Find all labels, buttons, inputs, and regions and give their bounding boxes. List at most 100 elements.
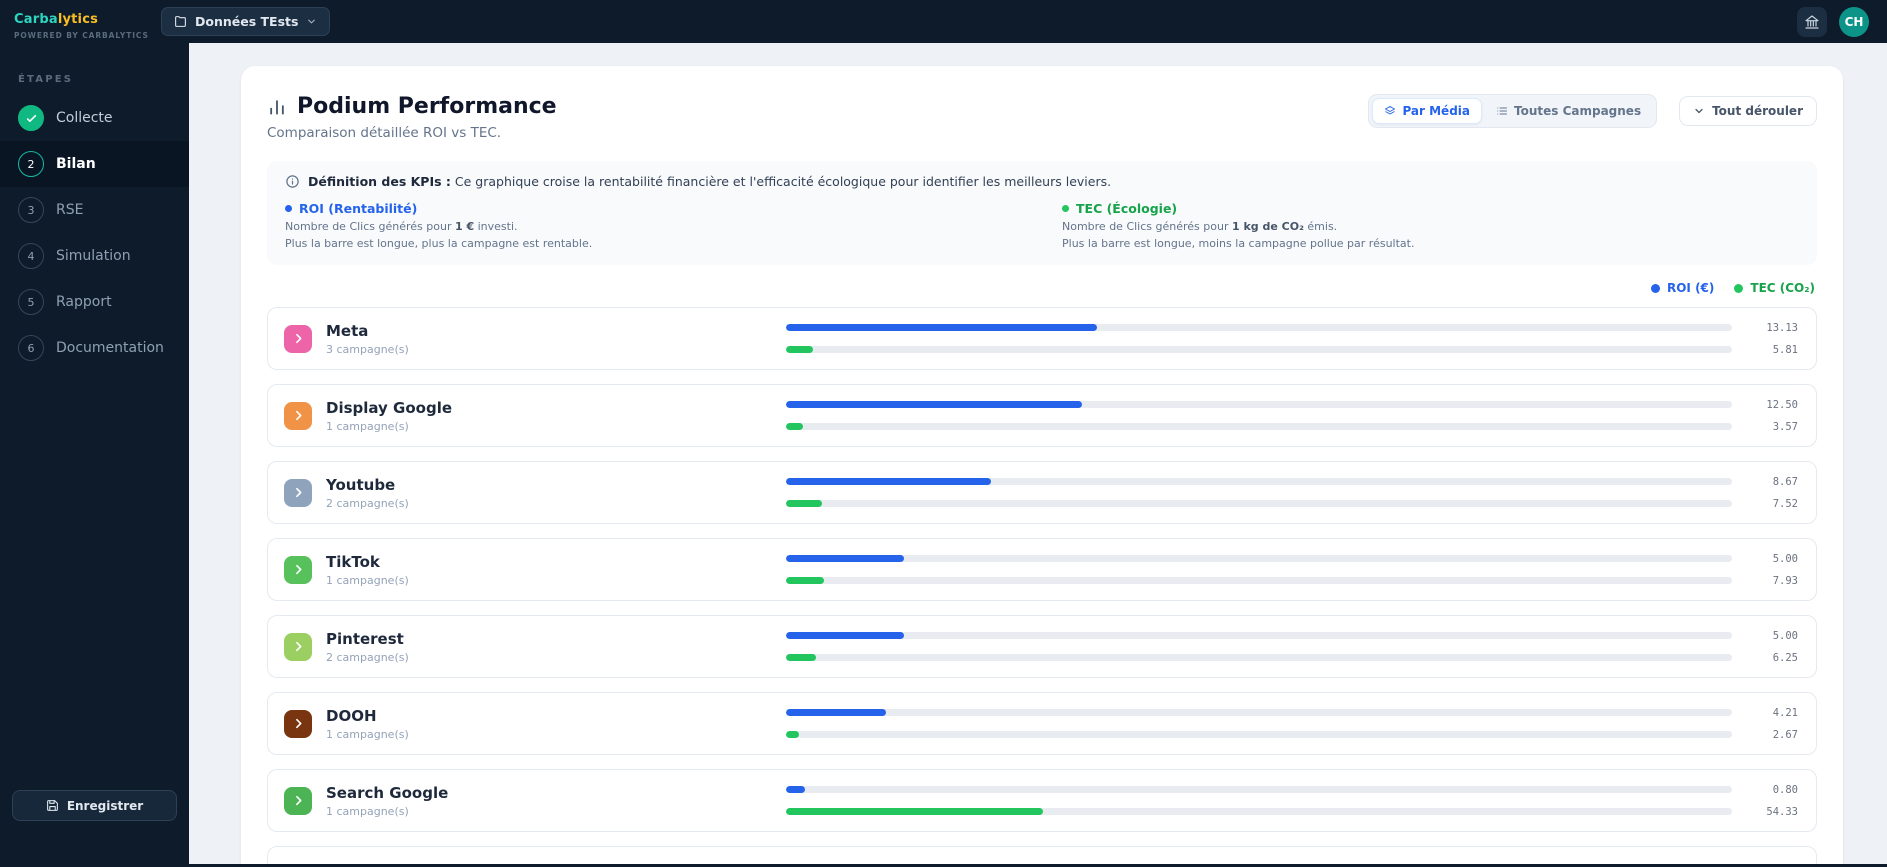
- save-button-label: Enregistrer: [66, 798, 144, 813]
- media-expand-badge[interactable]: [284, 401, 312, 430]
- media-bars: 0.80 54.33: [786, 784, 1798, 818]
- step-number: 6: [27, 341, 35, 355]
- step-badge: 1: [18, 105, 44, 131]
- media-bars: 12.50 3.57: [786, 399, 1798, 433]
- tec-bar: [786, 731, 799, 738]
- media-name: DOOH: [326, 706, 377, 725]
- roi-value: 4.21: [1772, 706, 1798, 719]
- brand-logo: Carbalytics: [0, 0, 189, 27]
- dataset-selector-button[interactable]: Données TEsts: [161, 7, 331, 36]
- sidebar-step[interactable]: 3 RSE: [0, 187, 189, 233]
- media-row[interactable]: Display Google 1 campagne(s) 12.50 3.57: [267, 384, 1817, 447]
- save-button[interactable]: Enregistrer: [12, 790, 177, 821]
- organization-button[interactable]: [1797, 6, 1827, 37]
- content-area: Podium Performance Comparaison détaillée…: [189, 43, 1887, 867]
- step-number: 4: [27, 249, 35, 263]
- step-label: RSE: [56, 202, 84, 218]
- roi-value: 12.50: [1766, 398, 1798, 411]
- kpi-roi-line2: Plus la barre est longue, plus la campag…: [285, 237, 593, 250]
- tec-bar-track: [786, 577, 1732, 584]
- chevron-right-icon: [295, 487, 301, 498]
- toggle-par-media-button[interactable]: Par Média: [1372, 98, 1482, 124]
- chart-legend: ROI (€) TEC (CO₂): [269, 281, 1815, 295]
- media-name: Pinterest: [326, 629, 404, 648]
- chevron-right-icon: [295, 718, 301, 729]
- viewport-bottom-edge: [0, 864, 1887, 867]
- media-row[interactable]: Meta 3 campagne(s) 13.13 5.81: [267, 307, 1817, 370]
- roi-value: 0.80: [1772, 783, 1798, 796]
- tec-bar: [786, 808, 1043, 815]
- media-expand-badge[interactable]: [284, 709, 312, 738]
- roi-bar: [786, 324, 1097, 331]
- legend-tec-label: TEC (CO₂): [1750, 281, 1815, 295]
- roi-dot-icon: [285, 205, 292, 212]
- brand-logo-part1: Carba: [14, 12, 58, 27]
- media-row[interactable]: Search Google 1 campagne(s) 0.80 54.33: [267, 769, 1817, 832]
- media-expand-badge[interactable]: [284, 632, 312, 661]
- sidebar: Carbalytics POWERED BY CARBALYTICS ÉTAPE…: [0, 0, 189, 867]
- roi-bar: [786, 555, 905, 562]
- media-row[interactable]: TikTok 1 campagne(s) 5.00 7.93: [267, 538, 1817, 601]
- media-row[interactable]: Youtube 2 campagne(s) 8.67 7.52: [267, 461, 1817, 524]
- step-badge: 5: [18, 289, 44, 315]
- toggle-toutes-campagnes-label: Toutes Campagnes: [1514, 104, 1642, 118]
- tec-bar: [786, 577, 824, 584]
- powered-by-label: POWERED BY CARBALYTICS: [14, 31, 149, 40]
- media-name: TikTok: [326, 552, 380, 571]
- tec-bar-track: [786, 731, 1732, 738]
- tec-value: 54.33: [1766, 805, 1798, 818]
- toggle-toutes-campagnes-button[interactable]: Toutes Campagnes: [1484, 98, 1653, 124]
- expand-all-button[interactable]: Tout dérouler: [1679, 96, 1817, 126]
- media-expand-badge[interactable]: [284, 555, 312, 584]
- media-expand-badge[interactable]: [284, 324, 312, 353]
- media-expand-badge[interactable]: [284, 786, 312, 815]
- tec-value: 6.25: [1772, 651, 1798, 664]
- card-header: Podium Performance Comparaison détaillée…: [267, 94, 1817, 141]
- media-name: Search Google: [326, 783, 449, 802]
- chevron-right-icon: [295, 641, 301, 652]
- tec-bar: [786, 346, 814, 353]
- legend-roi-label: ROI (€): [1666, 281, 1715, 295]
- sidebar-step[interactable]: 5 Rapport: [0, 279, 189, 325]
- page-subtitle: Comparaison détaillée ROI vs TEC.: [267, 125, 502, 141]
- tec-bar-track: [786, 654, 1732, 661]
- sidebar-step[interactable]: 6 Documentation: [0, 325, 189, 371]
- check-icon: [26, 114, 36, 122]
- page-title: Podium Performance: [297, 94, 557, 119]
- step-label: Bilan: [56, 156, 96, 172]
- dataset-selector-label: Données TEsts: [195, 14, 299, 29]
- roi-bar-track: [786, 401, 1732, 408]
- tec-value: 5.81: [1772, 343, 1798, 356]
- roi-bar-track: [786, 786, 1732, 793]
- steps-list: 1 Collecte 2 Bilan 3 RSE 4 Simulation 5 …: [0, 95, 189, 371]
- kpi-roi-line1: Nombre de Clics générés pour 1 € investi…: [285, 220, 518, 233]
- media-campaign-count: 2 campagne(s): [326, 496, 409, 510]
- step-number: 5: [27, 295, 35, 309]
- roi-value: 5.00: [1772, 552, 1798, 565]
- roi-value: 13.13: [1766, 321, 1798, 334]
- bank-building-icon: [1804, 14, 1820, 30]
- card-title-block: Podium Performance Comparaison détaillée…: [267, 94, 557, 141]
- kpi-tec-column: TEC (Écologie) Nombre de Clics générés p…: [1062, 201, 1799, 250]
- tec-bar: [786, 654, 816, 661]
- sidebar-step[interactable]: 2 Bilan: [0, 141, 189, 187]
- step-label: Collecte: [56, 110, 113, 126]
- sidebar-step[interactable]: 1 Collecte: [0, 95, 189, 141]
- tec-value: 7.93: [1772, 574, 1798, 587]
- sidebar-step[interactable]: 4 Simulation: [0, 233, 189, 279]
- kpi-tec-title: TEC (Écologie): [1076, 201, 1178, 216]
- kpi-heading: Définition des KPIs : Ce graphique crois…: [285, 174, 1799, 189]
- folder-icon: [174, 15, 187, 28]
- media-name: Meta: [326, 321, 369, 340]
- media-row[interactable]: DOOH 1 campagne(s) 4.21 2.67: [267, 692, 1817, 755]
- media-bars: 8.67 7.52: [786, 476, 1798, 510]
- roi-bar-track: [786, 324, 1732, 331]
- kpi-roi-column: ROI (Rentabilité) Nombre de Clics généré…: [285, 201, 1022, 250]
- media-row[interactable]: Pinterest 2 campagne(s) 5.00 6.25: [267, 615, 1817, 678]
- tec-value: 7.52: [1772, 497, 1798, 510]
- save-icon: [46, 799, 59, 812]
- media-campaign-count: 1 campagne(s): [326, 419, 409, 433]
- user-avatar[interactable]: CH: [1839, 6, 1869, 37]
- media-expand-badge[interactable]: [284, 478, 312, 507]
- roi-bar: [786, 786, 805, 793]
